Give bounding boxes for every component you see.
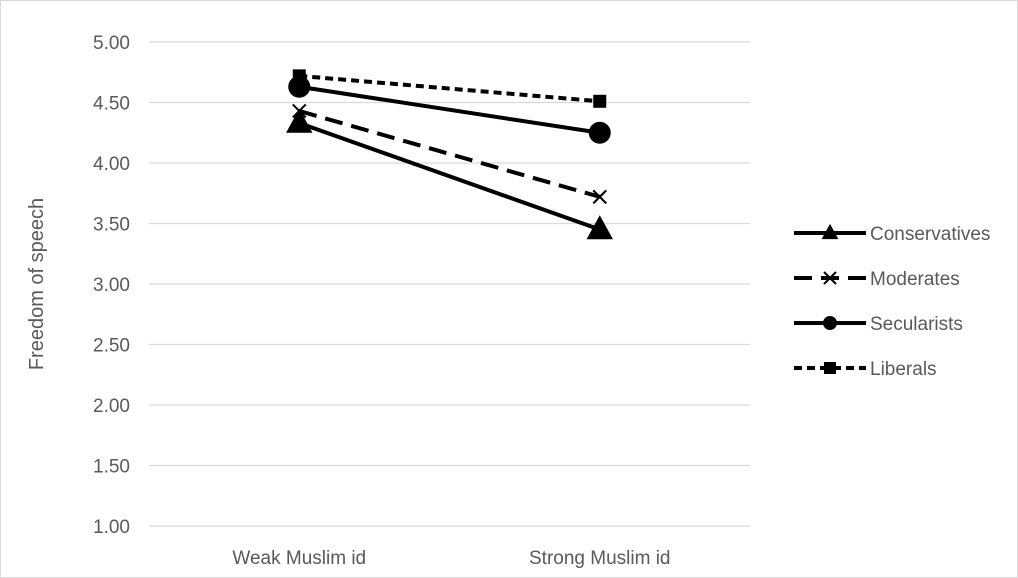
series-conservatives — [286, 108, 613, 240]
series-secularists — [288, 75, 611, 144]
data-point — [823, 271, 837, 285]
data-point — [592, 189, 607, 205]
series-line — [298, 109, 601, 199]
data-point — [824, 362, 836, 374]
data-point — [292, 69, 306, 83]
data-point — [823, 316, 837, 330]
y-tick-label: 4.50 — [93, 94, 130, 115]
legend-item: Secularists — [794, 314, 963, 335]
legend-item: Liberals — [794, 359, 937, 380]
y-axis-ticks: 1.00 1.50 2.00 2.50 3.00 3.50 4.00 4.50 5.00 — [93, 33, 130, 538]
series-liberals — [292, 69, 607, 108]
y-tick-label: 3.00 — [93, 275, 130, 296]
y-tick-label: 3.50 — [93, 215, 130, 236]
y-tick-label: 1.50 — [93, 457, 130, 478]
x-tick-label: Strong Muslim id — [529, 548, 671, 569]
legend-label: Secularists — [870, 314, 963, 335]
series-line — [299, 73, 600, 104]
legend-label: Moderates — [870, 269, 960, 290]
gridlines — [149, 41, 750, 527]
data-point — [286, 108, 313, 133]
series-line — [298, 121, 601, 232]
series-moderates — [292, 103, 607, 205]
y-axis-title: Freedom of speech — [26, 198, 48, 370]
y-tick-label: 4.00 — [93, 154, 130, 175]
legend-item: Conservatives — [794, 223, 990, 245]
data-point — [593, 94, 607, 108]
series-line — [298, 84, 601, 135]
legend-label: Liberals — [870, 359, 937, 380]
y-tick-label: 1.00 — [93, 517, 130, 538]
data-point — [586, 215, 613, 240]
legend-label: Conservatives — [870, 224, 990, 245]
x-tick-label: Weak Muslim id — [232, 548, 366, 569]
x-axis-ticks: Weak Muslim id Strong Muslim id — [232, 548, 670, 569]
data-point — [588, 121, 611, 144]
y-tick-label: 2.50 — [93, 336, 130, 357]
legend: Conservatives Moderates Secularists Liberal… — [794, 223, 990, 380]
legend-item: Moderates — [794, 269, 960, 290]
data-point — [821, 223, 839, 240]
y-tick-label: 5.00 — [93, 33, 130, 54]
series — [286, 69, 613, 240]
y-tick-label: 2.00 — [93, 396, 130, 417]
data-point — [292, 103, 307, 119]
